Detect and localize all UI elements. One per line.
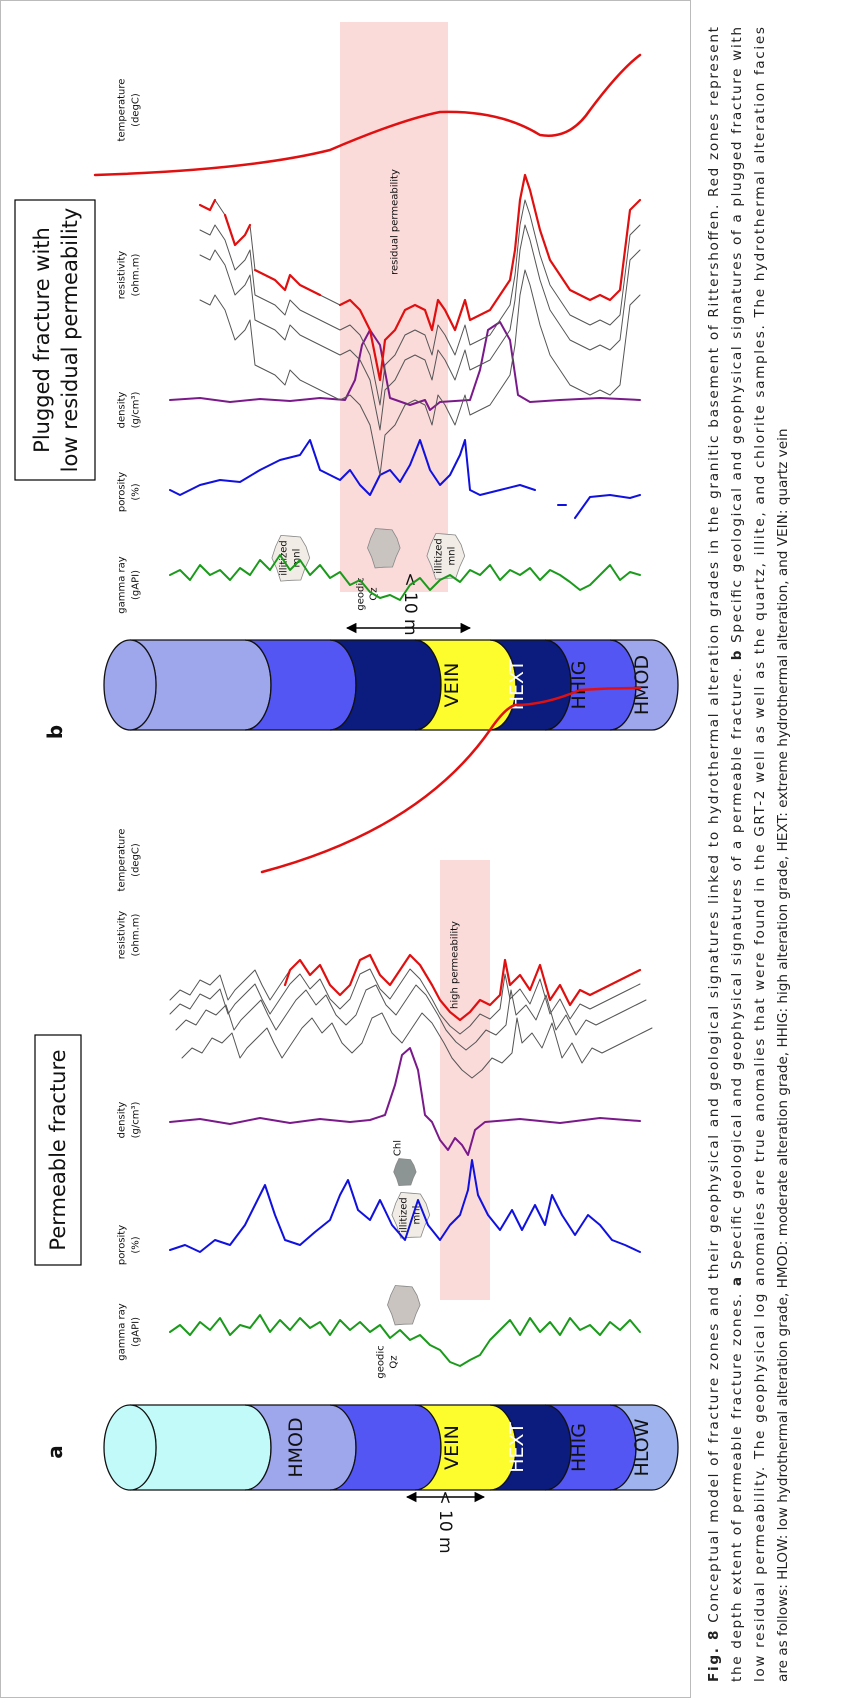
gamma-ray-curve [169,1314,641,1367]
caption-text: low residual permeability. The geophysic… [752,27,768,1682]
scale-label: < 10 m [435,1490,455,1553]
caption-line: the depth extent of permeable fracture z… [729,27,745,1682]
mineral-label: illitized [434,538,445,574]
log-label: porosity [117,472,128,512]
log-label: resistivity [117,911,128,960]
cylinder-top [103,639,157,731]
mineral-sample [393,1158,417,1187]
minerals [271,528,466,582]
caption-text: Specific geological and geophysical sign… [729,27,745,643]
mineral-label: Qz [389,1355,400,1368]
facies-label: HEXT [506,659,528,710]
caption-text: Conceptual model of fracture zones and t… [706,27,722,1623]
scale-label: < 10 m [400,572,420,635]
facies-label: VEIN [441,663,463,708]
panel-label: a [43,1445,67,1459]
porosity-curve [574,494,641,519]
density-curve [169,1047,641,1156]
log-label: gamma ray [117,556,128,614]
log-unit: (%) [131,483,142,500]
caption-text: are as follows: HLOW: low hydrothermal a… [775,429,791,1682]
resistivity-curve [175,984,647,1051]
log-label: gamma ray [117,1303,128,1361]
gamma-ray-curve [169,554,641,601]
caption-panel-ref: a [729,1277,745,1286]
facies-label: HMOD [631,655,653,715]
facies-label: HHIG [568,1423,590,1472]
facies-label: HLOW [631,1418,653,1476]
mineral-label: mnl [292,549,303,568]
log-unit: (g/cm³) [131,1102,142,1139]
mineral-label: mnl [412,1206,423,1225]
log-label: density [117,392,128,429]
caption-line: Fig. 8 Conceptual model of fracture zone… [706,27,722,1682]
log-unit: (ohm.m) [131,253,142,296]
resistivity-curve [338,173,642,382]
caption-text: the depth extent of permeable fracture z… [729,1294,745,1682]
facies-label: HEXT [506,1422,528,1473]
mineral-sample [387,1285,421,1326]
cylinder-segment [609,1404,679,1491]
mineral-label: mnl [447,547,458,566]
caption-label: Fig. 8 [706,1630,722,1682]
caption-line: are as follows: HLOW: low hydrothermal a… [775,429,791,1682]
panel-title: Permeable fracture [46,1049,70,1250]
mineral-label: illitized [399,1197,410,1233]
facies-label: HHIG [568,661,590,710]
log-unit: (%) [131,1236,142,1253]
resistivity-curve [198,198,217,212]
mineral-sample [367,528,401,569]
log-unit: (degC) [131,93,142,127]
resistivity-curve [169,954,641,1021]
log-unit: (gAPI) [131,570,142,600]
log-label: porosity [117,1225,128,1265]
panel-title: Plugged fracture with [30,227,54,453]
title-box [14,199,96,481]
log-label: resistivity [117,251,128,300]
resistivity-curve [253,268,322,297]
resistivity-curve [283,953,642,1022]
porosity-curve [169,1159,641,1253]
log-label: density [117,1102,128,1139]
mineral-label: Chl [393,1140,404,1156]
mineral-label: geodic [356,577,367,610]
log-label: temperature [117,79,128,142]
panel-title: low residual permeability [58,208,82,473]
panel-label: b [43,725,67,739]
log-unit: (gAPI) [131,1317,142,1347]
log-unit: (g/cm³) [131,392,142,429]
caption-text: Specific geological and geophysical sign… [729,668,745,1269]
title-box [34,1034,82,1266]
mineral-label: geodic [376,1345,387,1378]
permeable-zone-a [440,860,490,1300]
minerals [387,1158,431,1326]
zone-label: residual permeability [390,169,401,275]
density-curve [169,321,641,411]
caption-line: low residual permeability. The geophysic… [752,27,768,1682]
zone-label: high permeability [450,921,461,1009]
facies-label: HMOD [285,1417,307,1477]
cylinder-top [103,1404,157,1491]
log-label: temperature [117,829,128,892]
caption-panel-ref: b [729,650,745,660]
mineral-sample [271,534,311,582]
facies-label: VEIN [441,1425,463,1470]
temperature-curve [93,53,642,177]
cylinder-segment [609,639,679,731]
log-unit: (ohm.m) [131,913,142,956]
log-unit: (degC) [131,843,142,877]
cylinders: HMOD VEIN HEXT HHIG HLOW VEIN HEXT HHIG HMOD [103,639,679,1491]
temperature-curve [260,686,642,874]
resistivity-curve [223,213,252,247]
mineral-label: illitized [279,540,290,576]
